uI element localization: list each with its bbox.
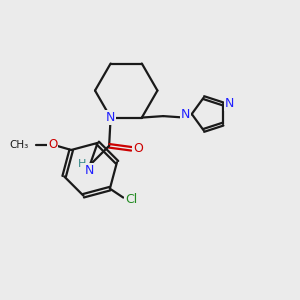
Text: N: N: [106, 111, 115, 124]
Text: Cl: Cl: [125, 193, 138, 206]
Text: N: N: [225, 98, 234, 110]
Text: O: O: [48, 138, 57, 151]
Text: N: N: [85, 164, 94, 177]
Text: H: H: [78, 159, 87, 169]
Text: O: O: [133, 142, 143, 155]
Text: CH₃: CH₃: [9, 140, 28, 150]
Text: N: N: [181, 107, 190, 121]
